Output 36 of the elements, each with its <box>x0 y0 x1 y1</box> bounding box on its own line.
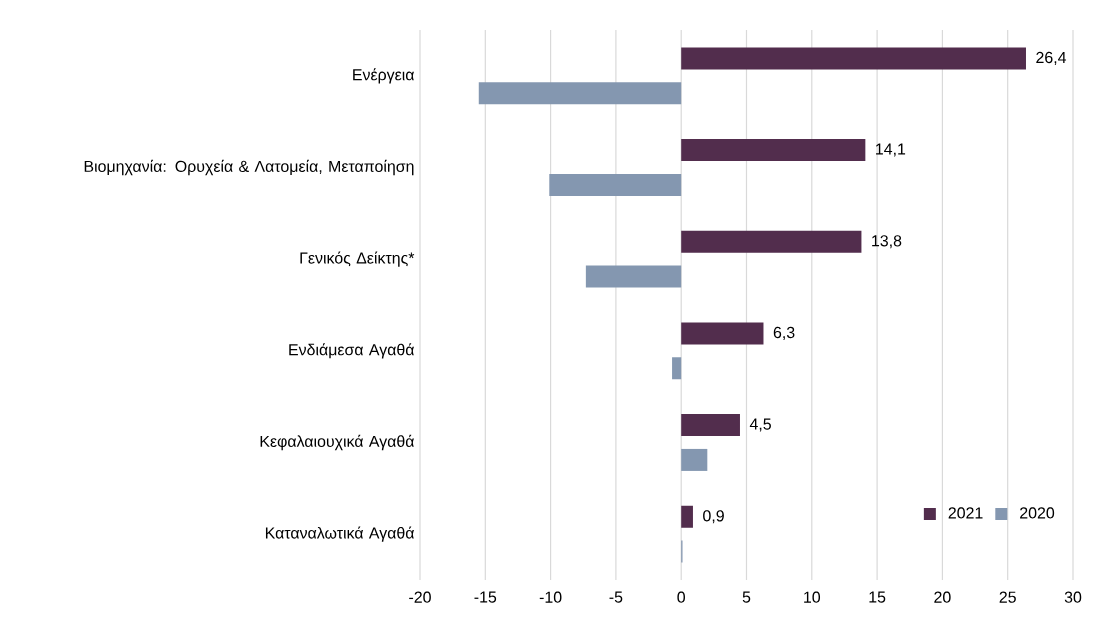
x-tick-label: 5 <box>742 591 751 603</box>
x-tick-label: 30 <box>1064 591 1082 603</box>
bar <box>681 414 740 437</box>
y-tick-label: Κεφαλαιουχικά Αγαθά <box>260 434 414 451</box>
x-tick-label: -5 <box>609 591 623 603</box>
x-tick-label: -20 <box>409 591 431 603</box>
y-tick-label: Γενικός Δείκτης* <box>300 251 415 267</box>
y-tick-label: Καταναλωτικά Αγαθά <box>265 526 415 542</box>
bar <box>681 47 1026 70</box>
x-tick-label: -10 <box>539 591 562 603</box>
bar <box>681 505 693 528</box>
x-tick-label: 0 <box>677 591 685 603</box>
x-tick-label: 10 <box>804 591 821 603</box>
data-label: 13,8 <box>872 235 902 249</box>
bar <box>681 448 708 471</box>
x-tick-label: 20 <box>934 591 951 603</box>
x-tick-label: -15 <box>474 591 497 603</box>
legend-label: 2020 <box>1020 507 1055 519</box>
bar <box>681 322 764 345</box>
bar <box>549 173 682 196</box>
x-tick-label: 25 <box>999 591 1016 603</box>
y-tick-label: Ενέργεια <box>353 68 415 84</box>
bar <box>672 357 682 380</box>
y-tick-label: Ενδιάμεσα Αγαθά <box>289 343 415 359</box>
bar <box>681 230 862 253</box>
legend-label: 2021 <box>948 507 983 519</box>
data-label: 4,5 <box>749 418 771 432</box>
data-label: 0,9 <box>703 510 724 524</box>
bar <box>478 82 682 105</box>
y-tick-label: Βιομηχανία: Ορυχεία & Λατομεία, Μεταποίηση <box>84 159 414 176</box>
data-label: 6,3 <box>773 326 795 340</box>
x-tick-label: 15 <box>869 591 886 603</box>
data-label: 14,1 <box>876 143 906 157</box>
bar <box>681 139 866 162</box>
bar <box>585 265 682 288</box>
data-label: 26,4 <box>1036 51 1067 65</box>
